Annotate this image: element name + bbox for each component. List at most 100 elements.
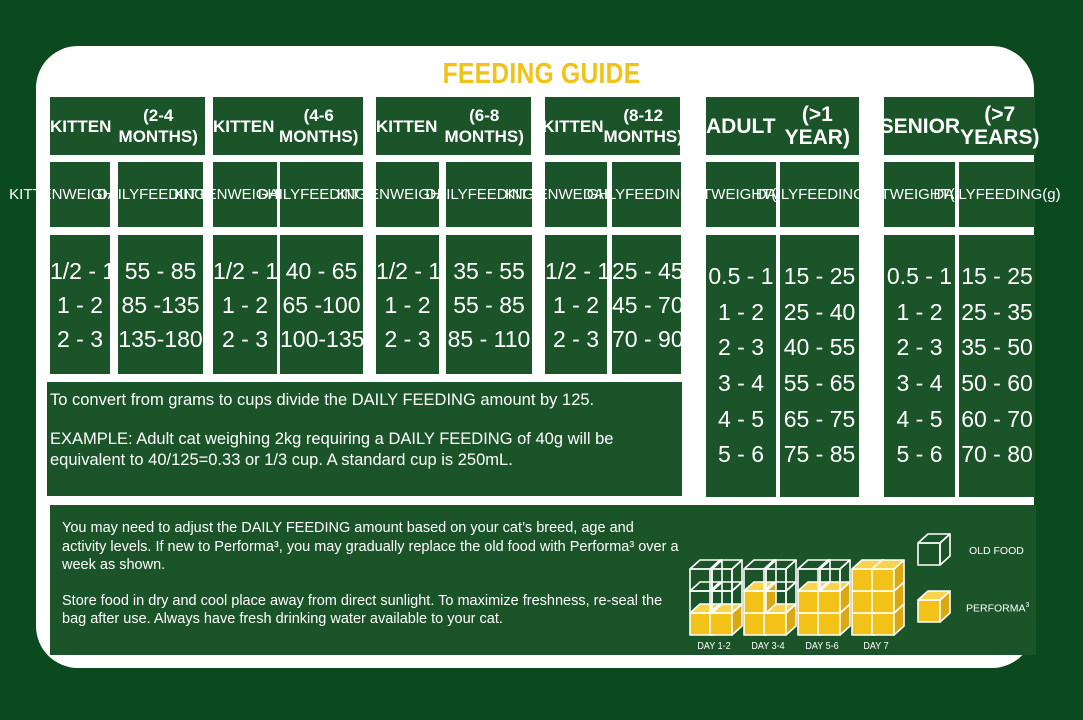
weight-cell: 1 - 2 — [56, 291, 104, 318]
legend-old-label: OLD FOOD — [969, 545, 1024, 557]
group-header: KITTEN (8-12 MONTHS) — [542, 97, 683, 155]
feeding-cell: 75 - 85 — [783, 441, 856, 468]
column-header-line: FEEDING — [625, 185, 692, 203]
column-header-line: DAILY — [96, 185, 140, 203]
column-header-line: WEIGHT — [227, 185, 288, 203]
day-label: DAY 1-2 — [697, 641, 731, 652]
column-header-line: KITTEN — [505, 185, 559, 203]
feeding-cell: 25 - 45 — [612, 257, 684, 284]
feeding-values: 25 - 45 45 - 70 70 - 90 — [612, 235, 684, 374]
feeding-cell: 65 -100 — [282, 291, 361, 318]
column-header-line: WEIGHT — [558, 185, 619, 203]
column-header-line: CAT — [860, 185, 890, 203]
weight-cell: 1/2 - 1 — [50, 257, 116, 284]
weight-cell: 3 - 4 — [896, 370, 943, 396]
column-header-line: WEIGHT — [711, 185, 772, 203]
feeding-cell: 25 - 40 — [783, 298, 856, 325]
weight-cell: 1 - 2 — [552, 291, 600, 318]
legend-performa-cube-icon — [917, 590, 951, 623]
day-label: DAY 3-4 — [751, 641, 785, 652]
conversion-line: To convert from grams to cups divide the… — [50, 391, 595, 409]
feeding-cell: 135-180 — [118, 325, 203, 352]
feeding-values: 15 - 25 25 - 35 35 - 50 50 - 60 60 - 70 70 - … — [959, 235, 1035, 497]
old-food-cube-icon — [817, 559, 851, 592]
feeding-cell: 40 - 65 — [285, 257, 358, 284]
column-header-line: DAILY — [755, 185, 799, 203]
column-header-line: CAT — [682, 185, 712, 203]
column-header-line: (g) — [691, 185, 711, 203]
feeding-cell: 60 - 70 — [961, 405, 1033, 432]
bottom-panel: You may need to adjust the DAILY FEEDING… — [50, 505, 1036, 655]
feeding-values: 55 - 85 85 -135 135-180 — [118, 235, 203, 374]
group-header-line: KITTEN — [50, 116, 112, 136]
column-header-line: FEEDING — [139, 185, 206, 203]
weight-values: 1/2 - 1 1 - 2 2 - 3 — [213, 235, 279, 374]
group-header: ADULT (>1 YEAR) — [706, 97, 859, 155]
feeding-cell: 15 - 25 — [961, 262, 1033, 289]
feeding-cell: 50 - 60 — [961, 370, 1033, 396]
weight-cell: 1/2 - 1 — [376, 257, 442, 284]
column-header-line: WEIGHT — [62, 185, 123, 203]
feeding-values: 35 - 55 55 - 85 85 - 110 — [446, 235, 532, 374]
group-header-line: (8-12 MONTHS) — [603, 106, 683, 146]
legend-old-food-cube-icon — [917, 533, 951, 566]
group-header-line: ADULT — [706, 114, 776, 138]
column-header-line: DAILY — [425, 185, 468, 203]
day-label: DAY 7 — [863, 641, 889, 652]
column-header-line: WEIGHT — [889, 185, 950, 203]
group-header: KITTEN (6-8 MONTHS) — [376, 97, 531, 155]
column-header-line: (g) — [864, 185, 884, 203]
weight-cell: 5 - 6 — [896, 441, 943, 468]
weight-cell: 1 - 2 — [896, 298, 943, 325]
feeding-cell: 85 -135 — [121, 291, 200, 318]
weight-cell: 1 - 2 — [221, 291, 269, 318]
feeding-cell: 55 - 85 — [453, 291, 525, 318]
feeding-cell: 70 - 80 — [961, 441, 1033, 468]
feeding-cell: 25 - 35 — [961, 298, 1033, 325]
column-header-line: KITTEN — [9, 185, 63, 203]
weight-cell: 1/2 - 1 — [545, 257, 611, 284]
feeding-cell: 45 - 70 — [612, 291, 684, 318]
feeding-cell: 70 - 90 — [612, 325, 684, 352]
feeding-cell: 15 - 25 — [783, 262, 856, 289]
page-title: FEEDING GUIDE — [442, 58, 641, 90]
conversion-note: To convert from grams to cups divide the… — [50, 390, 682, 489]
old-food-cube-icon — [709, 559, 743, 592]
day-label: DAY 5-6 — [805, 641, 839, 652]
weight-cell: 3 - 4 — [717, 370, 765, 396]
group-header-line: (2-4 MONTHS) — [118, 106, 198, 146]
group-header-line: (6-8 MONTHS) — [444, 106, 524, 146]
feeding-cell: 40 - 55 — [783, 334, 856, 361]
feeding-cell: 85 - 110 — [447, 325, 531, 352]
weight-values: 1/2 - 1 1 - 2 2 - 3 — [376, 235, 442, 374]
weight-values: 0.5 - 1 1 - 2 2 - 3 3 - 4 4 - 5 5 - 6 — [706, 235, 776, 497]
legend-new-label: PERFORMA3 — [966, 602, 1029, 615]
weight-cell: 4 - 5 — [717, 405, 765, 432]
weight-cell: 5 - 6 — [717, 441, 765, 468]
feeding-values: 40 - 65 65 -100 100-135 — [280, 235, 364, 374]
conversion-panel — [47, 382, 682, 496]
column-header-line: (g) — [1042, 185, 1061, 203]
adjust-paragraph: You may need to adjust the DAILY FEEDING… — [62, 520, 679, 573]
old-food-cube-icon — [763, 559, 797, 592]
feeding-cell: 55 - 65 — [783, 370, 856, 396]
column-header-line: DAILY — [582, 185, 626, 203]
group-header-line: SENIOR — [879, 114, 961, 138]
weight-cell: 1/2 - 1 — [213, 257, 279, 284]
weight-cell: 0.5 - 1 — [708, 262, 774, 289]
column-header-line: WEIGHT — [390, 185, 450, 203]
group-header-line: (4-6 MONTHS) — [279, 106, 359, 146]
weight-cell: 2 - 3 — [221, 325, 269, 352]
weight-cell: 2 - 3 — [384, 325, 431, 352]
weight-cell: 2 - 3 — [552, 325, 600, 352]
column-header-line: KITTEN — [174, 185, 228, 203]
column-header-line: KITTEN — [336, 185, 390, 203]
weight-values: 1/2 - 1 1 - 2 2 - 3 — [50, 235, 116, 374]
group-header: SENIOR (>7 YEARS) — [880, 97, 1039, 155]
